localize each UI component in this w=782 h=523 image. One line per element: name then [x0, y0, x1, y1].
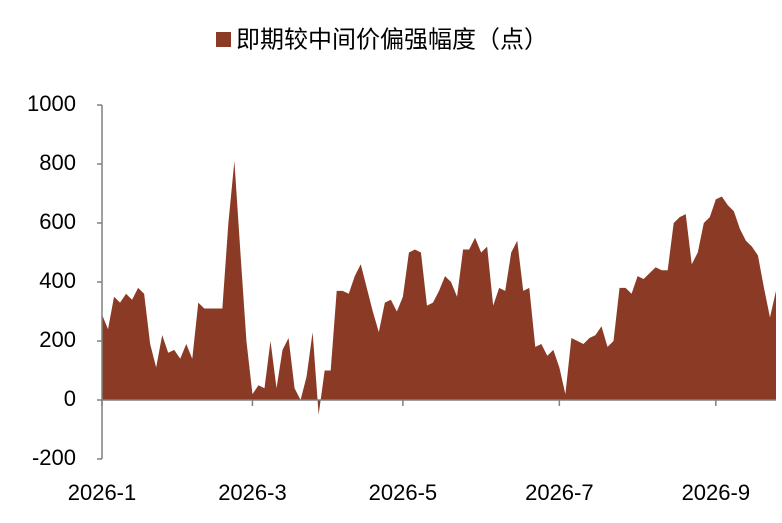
y-tick-label: 200 [39, 327, 76, 352]
legend-label: 即期较中间价偏强幅度（点） [236, 26, 548, 53]
x-tick-label: 2026-9 [682, 480, 751, 505]
y-tick-label: 1000 [27, 91, 76, 116]
y-tick-label: 0 [64, 386, 76, 411]
x-tick-label: 2026-7 [525, 480, 594, 505]
x-tick-label: 2026-1 [68, 480, 137, 505]
y-tick-label: 800 [39, 150, 76, 175]
y-tick-label: 600 [39, 209, 76, 234]
x-tick-label: 2026-5 [369, 480, 438, 505]
x-tick-label: 2026-3 [218, 480, 287, 505]
area [102, 161, 776, 415]
y-tick-label: -200 [32, 445, 76, 470]
legend-swatch [216, 32, 231, 47]
y-tick-label: 400 [39, 268, 76, 293]
